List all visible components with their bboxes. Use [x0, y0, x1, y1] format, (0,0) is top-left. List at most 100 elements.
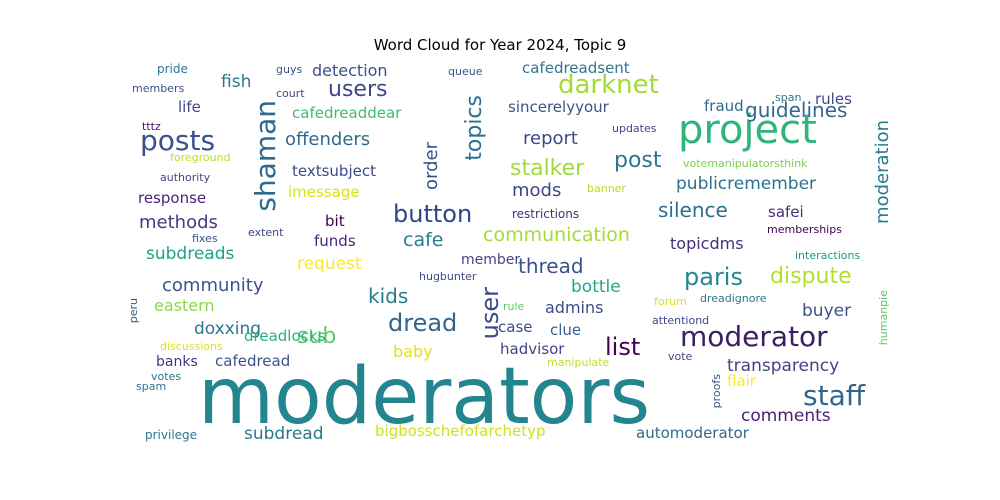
word-members: members	[132, 82, 185, 95]
word-moderator: moderator	[680, 320, 828, 353]
word-textsubject: textsubject	[292, 162, 376, 180]
word-bigbosschefofarchetyp: bigbosschefofarchetyp	[375, 422, 546, 440]
word-moderation: moderation	[872, 120, 893, 224]
word-community: community	[162, 275, 264, 296]
word-bit: bit	[325, 212, 345, 230]
word-guys: guys	[276, 63, 303, 76]
word-button: button	[393, 200, 473, 228]
word-banks: banks	[156, 354, 198, 370]
word-doxxing: doxxing	[194, 319, 262, 339]
word-safei: safei	[768, 203, 804, 221]
word-votes: votes	[151, 370, 182, 383]
word-kids: kids	[368, 284, 409, 308]
word-offenders: offenders	[285, 129, 371, 150]
word-thread: thread	[518, 254, 584, 278]
word-request: request	[297, 254, 362, 274]
word-fish: fish	[221, 72, 252, 92]
word-report: report	[523, 128, 578, 149]
word-interactions: interactions	[795, 249, 861, 262]
word-pride: pride	[157, 62, 188, 76]
word-shaman: shaman	[249, 100, 282, 212]
word-court: court	[276, 87, 305, 100]
word-mods: mods	[512, 180, 562, 201]
word-cafedread: cafedread	[215, 352, 291, 370]
word-response: response	[138, 189, 207, 207]
word-vote: vote	[668, 350, 693, 363]
word-admins: admins	[545, 298, 604, 317]
word-queue: queue	[448, 65, 483, 78]
word-eastern: eastern	[154, 296, 215, 315]
word-moderators: moderators	[198, 352, 651, 442]
word-imessage: imessage	[288, 183, 360, 201]
word-member: member	[461, 252, 521, 268]
word-banner: banner	[587, 182, 626, 195]
word-authority: authority	[160, 171, 211, 184]
word-list: list	[605, 333, 641, 361]
word-updates: updates	[612, 122, 657, 135]
word-spam: spam	[136, 380, 167, 393]
word-privilege: privilege	[145, 428, 198, 442]
word-humanpie: humanpie	[877, 290, 890, 346]
word-dreadlocks: dreadlocks	[244, 327, 326, 345]
word-publicremember: publicremember	[676, 174, 817, 194]
word-post: post	[614, 148, 662, 173]
word-memberships: memberships	[767, 223, 842, 236]
word-bottle: bottle	[571, 277, 621, 297]
word-automoderator: automoderator	[636, 424, 749, 442]
word-funds: funds	[314, 232, 356, 250]
word-subdreads: subdreads	[146, 244, 235, 264]
word-darknet: darknet	[558, 70, 659, 100]
word-guidelines: guidelines	[745, 98, 848, 122]
word-fixes: fixes	[192, 232, 218, 245]
word-forum: forum	[654, 295, 687, 308]
word-hugbunter: hugbunter	[419, 270, 477, 283]
word-order: order	[421, 142, 442, 190]
word-rules: rules	[815, 90, 852, 108]
word-flair: flair	[727, 372, 756, 390]
word-tttz: tttz	[142, 120, 161, 133]
word-cafedreadsent: cafedreadsent	[522, 59, 630, 77]
word-transparency: transparency	[727, 356, 840, 376]
word-baby: baby	[393, 342, 433, 361]
word-topics: topics	[462, 95, 487, 161]
word-span: span	[775, 91, 802, 104]
word-foreground: foreground	[170, 151, 231, 164]
word-dreadignore: dreadignore	[700, 292, 767, 305]
word-proofs: proofs	[710, 374, 723, 409]
word-cafe: cafe	[403, 229, 444, 251]
word-staff: staff	[803, 379, 866, 412]
word-rule: rule	[503, 300, 525, 313]
word-fraud: fraud	[704, 97, 744, 115]
word-silence: silence	[658, 198, 728, 222]
word-sub: sub	[297, 324, 337, 349]
word-peru: peru	[127, 298, 140, 324]
word-life: life	[178, 98, 201, 116]
word-cafedreaddear: cafedreaddear	[292, 104, 402, 122]
word-topicdms: topicdms	[670, 234, 744, 253]
word-hadvisor: hadvisor	[500, 340, 565, 358]
chart-title: Word Cloud for Year 2024, Topic 9	[373, 36, 627, 54]
word-restrictions: restrictions	[512, 207, 580, 221]
word-users: users	[328, 77, 388, 102]
word-extent: extent	[248, 226, 284, 239]
word-project: project	[678, 107, 817, 153]
word-detection: detection	[312, 61, 388, 80]
word-manipulate: manipulate	[547, 356, 610, 369]
word-dread: dread	[388, 309, 458, 337]
word-communication: communication	[483, 224, 630, 246]
word-case: case	[498, 318, 533, 336]
word-subdread: subdread	[244, 424, 324, 444]
word-posts: posts	[140, 124, 216, 157]
word-discussions: discussions	[160, 340, 223, 353]
word-votemanipulatorsthink: votemanipulatorsthink	[683, 157, 808, 170]
word-buyer: buyer	[802, 301, 852, 321]
word-clue: clue	[550, 321, 582, 339]
word-dispute: dispute	[770, 264, 852, 289]
word-paris: paris	[684, 263, 743, 291]
word-sincerelyyour: sincerelyyour	[508, 98, 609, 116]
word-methods: methods	[139, 212, 218, 233]
word-comments: comments	[741, 406, 831, 426]
word-attentiond: attentiond	[652, 314, 710, 327]
word-stalker: stalker	[510, 156, 585, 181]
